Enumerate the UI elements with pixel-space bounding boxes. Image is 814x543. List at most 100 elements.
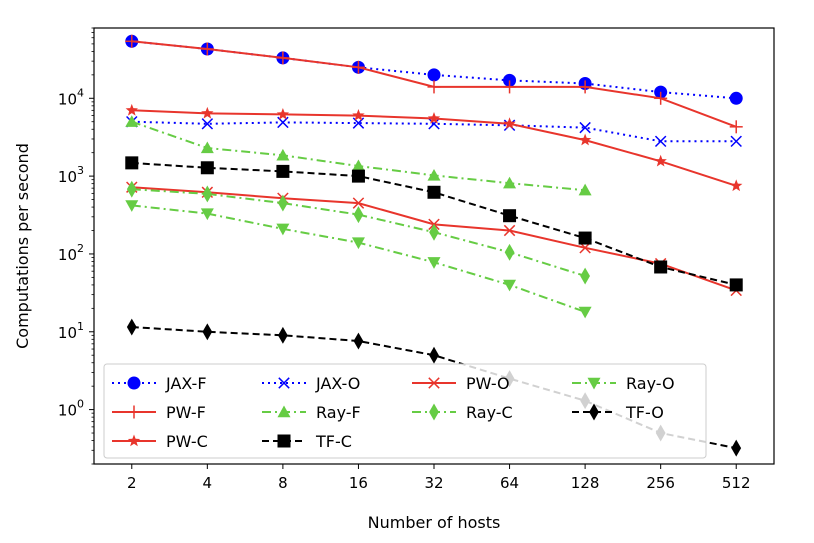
- legend-label: Ray-F: [316, 403, 361, 422]
- data-point-tf-o: [353, 332, 364, 350]
- x-tick-label: 512: [722, 474, 751, 492]
- data-point-ray-o: [351, 237, 365, 250]
- data-point-tf-c: [200, 161, 214, 175]
- x-tick-label: 2: [127, 474, 137, 492]
- legend-box: [103, 363, 707, 459]
- data-point-pw-f: [729, 120, 743, 134]
- data-point-pw-c: [503, 117, 516, 130]
- data-point-ray-f: [276, 148, 290, 161]
- legend-marker-ray-f: [277, 405, 291, 418]
- data-point-tf-c: [125, 156, 139, 170]
- data-point-ray-f: [427, 168, 441, 181]
- series-line-tf-c: [131, 161, 737, 286]
- data-point-ray-c: [580, 267, 590, 285]
- legend-entry-ray-o: Ray-O: [572, 374, 675, 393]
- data-point-tf-o: [731, 439, 742, 457]
- legend-entry-pw-c: PW-C: [112, 432, 208, 451]
- x-axis: 2 4 8 16 32 64 128 256 512: [127, 464, 751, 492]
- data-point-tf-c: [427, 185, 441, 199]
- x-tick-label: 16: [349, 474, 368, 492]
- data-point-pw-c: [352, 109, 365, 121]
- data-point-pw-c: [125, 103, 138, 116]
- data-point-ray-o: [200, 208, 214, 221]
- data-point-tf-c: [729, 278, 743, 292]
- data-point-jax-f: [427, 68, 441, 82]
- y-tick-label: 100: [58, 398, 84, 420]
- data-point-ray-o: [125, 200, 139, 212]
- series-ray-o: [125, 200, 592, 319]
- data-point-ray-c: [278, 194, 288, 212]
- legend-label: PW-O: [466, 374, 510, 393]
- legend-marker-pw-f: [127, 405, 141, 419]
- legend-label: JAX-F: [165, 374, 207, 393]
- y-axis-label: Computations per second: [13, 143, 32, 349]
- data-point-ray-f: [200, 141, 214, 154]
- legend-marker-pw-o: [428, 377, 440, 389]
- data-point-jax-f: [503, 73, 517, 87]
- data-point-pw-f: [276, 51, 290, 65]
- legend-label: JAX-O: [315, 374, 360, 393]
- data-point-ray-o: [427, 257, 441, 269]
- series-ray-c: [126, 180, 590, 285]
- legend-label: PW-F: [166, 403, 206, 422]
- series-jax-f: [125, 34, 743, 105]
- legend-marker-pw-c: [127, 434, 141, 447]
- data-point-pw-f: [503, 80, 517, 94]
- x-tick-label: 32: [424, 474, 443, 492]
- data-point-jax-o: [277, 116, 289, 129]
- x-tick-label: 64: [500, 474, 519, 492]
- legend-marker-ray-o: [587, 377, 601, 390]
- x-tick-label: 4: [203, 474, 213, 492]
- legend-marker-tf-c: [277, 434, 291, 448]
- series-layer: [125, 34, 743, 457]
- data-point-pw-o: [352, 197, 365, 209]
- legend-marker-jax-f: [127, 376, 141, 390]
- data-point-ray-o: [578, 306, 592, 319]
- data-point-tf-o: [278, 326, 288, 344]
- data-point-jax-o: [201, 118, 214, 130]
- data-point-jax-f: [729, 91, 743, 105]
- data-point-ray-f: [351, 159, 365, 172]
- data-point-ray-o: [276, 223, 290, 236]
- data-point-ray-f: [503, 176, 517, 189]
- data-point-ray-c: [429, 223, 439, 241]
- legend-label: Ray-C: [466, 403, 513, 422]
- series-line-jax-o: [131, 120, 737, 143]
- data-point-tf-o: [429, 346, 439, 364]
- data-point-ray-f: [125, 115, 139, 127]
- data-point-ray-c: [353, 206, 364, 224]
- legend-marker-tf-o: [589, 403, 599, 421]
- legend-entry-ray-c: Ray-C: [412, 403, 513, 422]
- legend-entry-ray-f: Ray-F: [262, 403, 361, 422]
- data-point-tf-c: [578, 231, 592, 245]
- legend-entry-pw-f: PW-F: [112, 403, 206, 422]
- data-point-ray-f: [578, 183, 592, 196]
- x-tick-label: 256: [646, 474, 675, 492]
- data-point-pw-c: [654, 154, 667, 167]
- data-point-tf-o: [126, 318, 137, 336]
- legend-label: TF-O: [625, 403, 664, 422]
- legend-entry-jax-o: JAX-O: [262, 374, 360, 393]
- data-point-pw-f: [351, 60, 365, 74]
- data-point-pw-f: [427, 80, 441, 94]
- series-tf-c: [125, 156, 743, 292]
- data-point-tf-c: [276, 164, 290, 178]
- y-tick-label: 102: [58, 242, 84, 264]
- data-point-pw-c: [201, 106, 214, 119]
- y-tick-label: 104: [58, 86, 84, 108]
- data-point-pw-f: [200, 42, 214, 56]
- y-tick-label: 103: [58, 164, 84, 186]
- data-point-tf-c: [503, 209, 517, 223]
- legend-entry-tf-o: TF-O: [572, 403, 664, 422]
- legend-label: TF-C: [315, 432, 352, 451]
- data-point-jax-o: [428, 118, 440, 130]
- data-point-ray-o: [503, 279, 517, 292]
- legend-entry-pw-o: PW-O: [412, 374, 510, 393]
- legend-label: Ray-O: [626, 374, 675, 393]
- data-point-pw-f: [125, 34, 139, 48]
- data-point-tf-o: [202, 323, 213, 341]
- data-point-pw-f: [578, 80, 592, 94]
- data-point-pw-f: [654, 91, 668, 105]
- legend-marker-ray-c: [429, 403, 439, 421]
